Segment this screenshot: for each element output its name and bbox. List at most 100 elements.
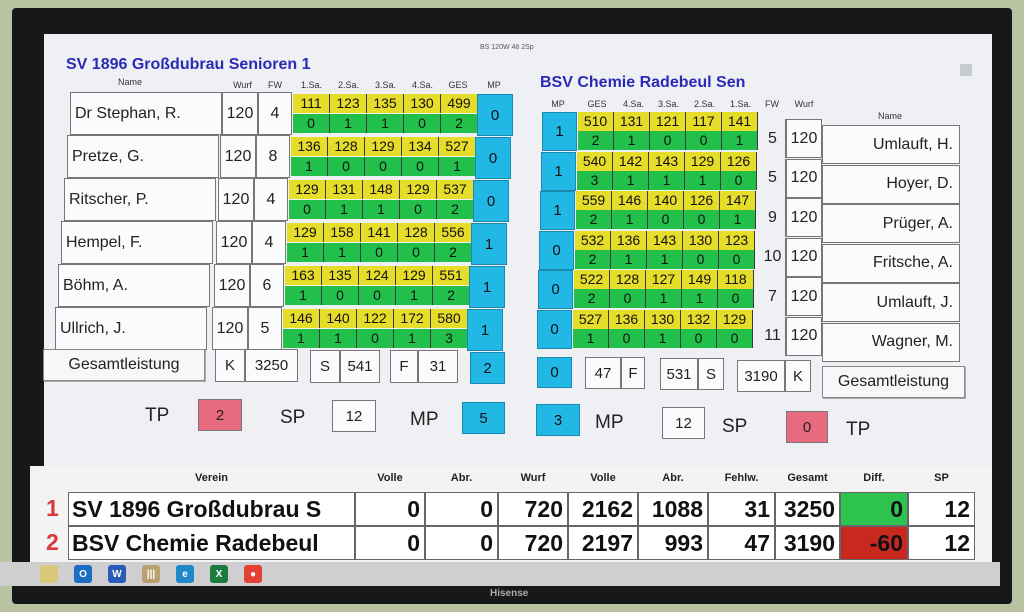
score-set-2: 158	[324, 223, 361, 242]
set-points-4: 1	[396, 286, 433, 305]
home-f-value: 31	[418, 350, 458, 383]
score-set-5: 527	[439, 137, 476, 156]
set-points-4: 1	[614, 131, 650, 150]
away-gesamtleistung-button[interactable]: Gesamtleistung	[822, 366, 965, 398]
player-wurf: 120	[786, 277, 822, 316]
set-points-total: 2	[578, 131, 614, 150]
home-s-value: 541	[340, 350, 380, 383]
header-sa1: 1.Sa.	[729, 99, 751, 109]
header-sa1: 1.Sa.	[300, 80, 322, 90]
player-name: Prüger, A.	[822, 204, 960, 243]
summary-header-3: Wurf	[520, 472, 546, 484]
player-fw: 5	[760, 119, 786, 158]
player-fw: 4	[252, 221, 286, 264]
player-name: Hoyer, D.	[822, 164, 960, 204]
header-ges: GES	[448, 80, 468, 90]
score-set-4: 129	[396, 266, 433, 285]
outlook-icon[interactable]: O	[74, 565, 92, 583]
summary-cell-Volle: 2197	[568, 526, 638, 560]
score-set-3: 130	[645, 309, 681, 329]
home-mp-total: 2	[470, 352, 505, 384]
score-set-3: 143	[649, 151, 685, 171]
summary-cell-Volle: 0	[355, 526, 425, 560]
header-fw: FW	[268, 80, 282, 90]
set-points-1: 1	[283, 329, 320, 348]
set-points-4: 1	[611, 249, 647, 269]
summary-cell-SP: 12	[908, 492, 975, 526]
player-wurf: 120	[218, 178, 254, 221]
set-points-2: 1	[324, 243, 361, 262]
player-fw: 5	[248, 307, 282, 350]
player-fw: 8	[256, 135, 290, 178]
summary-header-5: Abr.	[662, 472, 684, 484]
summary-header-8: Diff.	[863, 472, 885, 484]
set-points-4: 1	[394, 329, 431, 348]
score-set-2: 130	[683, 230, 719, 250]
player-name: Fritsche, A.	[822, 243, 960, 283]
file-explorer-icon[interactable]	[40, 565, 58, 583]
chrome-icon[interactable]: ●	[244, 565, 262, 583]
player-mp: 1	[541, 151, 576, 191]
set-points-2: 1	[320, 329, 357, 348]
score-set-2: 129	[685, 151, 721, 171]
header-wurf: Wurf	[233, 80, 252, 90]
header-sa4: 4.Sa.	[411, 80, 433, 90]
score-set-2: 126	[684, 191, 720, 210]
player-wurf: 120	[786, 198, 822, 237]
home-mp-value: 5	[462, 402, 505, 434]
close-icon[interactable]	[960, 64, 972, 76]
score-set-3: 127	[646, 270, 682, 289]
set-points-3: 0	[365, 157, 402, 176]
summary-header-2: Abr.	[450, 472, 473, 484]
score-set-4: 172	[394, 309, 431, 328]
player-name: Ritscher, P.	[64, 178, 216, 221]
summary-cell-Wurf: 720	[498, 526, 568, 560]
header-mp: MP	[487, 80, 501, 90]
home-f-label: F	[390, 350, 418, 383]
home-gesamtleistung-button[interactable]: Gesamtleistung	[43, 349, 205, 381]
score-set-2: 132	[681, 309, 717, 329]
set-points-2: 1	[682, 289, 718, 308]
player-mp: 1	[469, 266, 505, 308]
set-points-2: 0	[328, 157, 365, 176]
home-sp-value: 12	[332, 400, 376, 432]
header-sa4: 4.Sa.	[622, 99, 644, 109]
summary-header-7: Gesamt	[787, 472, 828, 484]
player-mp: 1	[540, 191, 575, 230]
home-tp-label: TP	[145, 405, 170, 426]
set-points-3: 1	[646, 289, 682, 308]
player-fw: 7	[760, 277, 786, 316]
player-mp: 0	[537, 309, 572, 349]
away-mp-label: MP	[595, 412, 624, 433]
summary-cell-Fehlw.: 47	[708, 526, 775, 560]
player-wurf: 120	[214, 264, 250, 307]
summary-header-0: Verein	[194, 472, 229, 484]
set-points-5: 3	[431, 329, 468, 348]
player-mp: 0	[538, 270, 573, 309]
player-mp: 0	[473, 180, 509, 222]
score-set-4: 146	[612, 191, 648, 210]
set-points-4: 0	[402, 157, 439, 176]
set-points-2: 1	[685, 170, 721, 190]
set-points-3: 1	[647, 249, 683, 269]
score-ges: 510	[578, 112, 614, 131]
bowling-app-icon[interactable]: |||	[142, 565, 160, 583]
player-fw: 11	[760, 316, 786, 356]
set-points-1: 1	[722, 131, 758, 150]
player-name: Umlauft, J.	[822, 283, 960, 322]
set-points-4: 0	[609, 328, 645, 348]
player-mp: 0	[539, 230, 574, 270]
excel-icon[interactable]: X	[210, 565, 228, 583]
player-wurf: 120	[216, 221, 252, 264]
summary-cell-Abr.: 0	[425, 492, 498, 526]
score-ges: 559	[576, 191, 612, 210]
score-set-1: 111	[293, 94, 330, 113]
score-set-5: 580	[431, 309, 468, 328]
player-fw: 5	[760, 158, 786, 198]
player-name: Umlauft, H.	[822, 125, 960, 164]
score-set-3: 122	[357, 309, 394, 328]
score-set-2: 123	[330, 94, 367, 113]
edge-icon[interactable]: e	[176, 565, 194, 583]
score-set-1: 141	[722, 112, 758, 131]
word-icon[interactable]: W	[108, 565, 126, 583]
